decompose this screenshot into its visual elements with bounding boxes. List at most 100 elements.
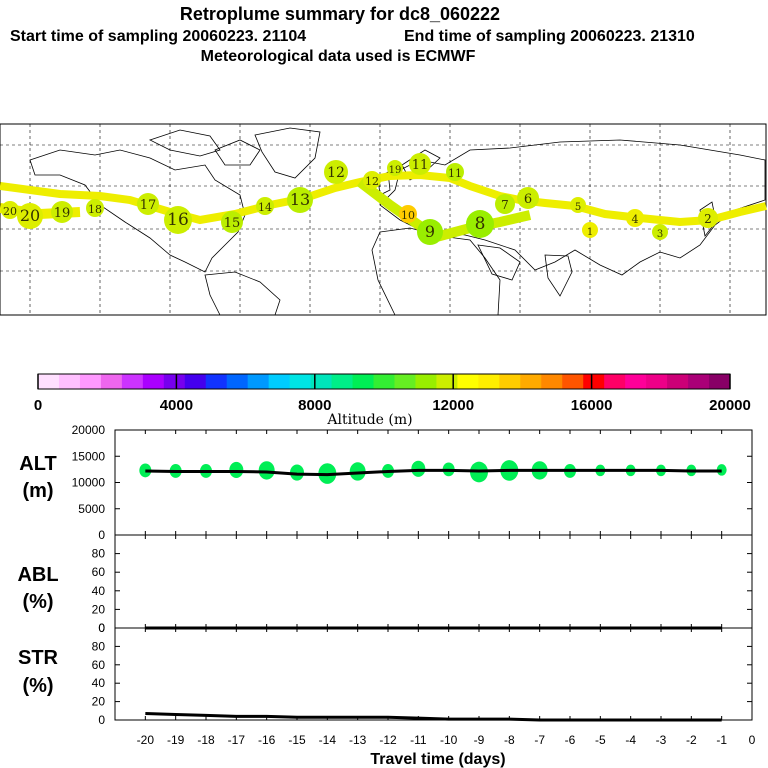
colorbar-swatch-2 [79,374,102,389]
colorbar-swatch-7 [184,374,207,389]
xtick-label-20: 0 [749,733,756,747]
colorbar-tick-label-3: 12000 [432,397,474,414]
trajectory-marker-label-2: 19 [54,206,71,221]
alt-dot-9 [411,460,426,477]
trajectory-marker-22 [582,222,598,238]
colorbar-swatch-26 [583,374,605,389]
colorbar-swatch-27 [604,374,626,389]
trajectory-marker-11 [409,153,431,175]
xtick-label-0: -20 [137,733,155,747]
ytick-label-alt-3: 5000 [78,502,105,516]
colorbar-tick-label-0: 0 [34,397,42,414]
trajectory-marker-label-3: 18 [88,203,102,216]
colorbar-swatch-30 [667,374,689,389]
xtick-label-12: -8 [504,733,515,747]
colorbar-label: Altitude (m) [326,412,412,428]
panel-ylabel-alt-0: ALT [19,453,56,475]
ytick-label-str-0: 0 [98,621,105,635]
trajectory-marker-label-14: 9 [425,222,435,241]
colorbar-swatch-31 [688,374,710,389]
trajectory-marker-label-11: 11 [412,158,429,173]
colorbar-swatch-28 [625,374,647,389]
ytick-label-abl-0: 80 [92,547,106,561]
trajectory-marker-10 [363,171,381,189]
trajectory-marker-17 [517,187,539,209]
xtick-label-5: -15 [288,733,306,747]
xtick-label-1: -19 [167,733,185,747]
time-series-panels: 20000 15000 10000 5000 0 ALT (m) 80 60 40 20 0 ABL (%… [17,423,755,768]
xtick-label-8: -12 [379,733,397,747]
trajectory-marker-2 [51,201,73,223]
trajectory-marker-label-4: 17 [140,198,157,213]
colorbar-swatch-32 [709,374,731,389]
trajectory-marker-label-20: 3 [657,229,663,240]
trajectory-marker-label-21: 2 [704,212,712,226]
trajectory-marker-1 [17,203,43,229]
trajectory-marker-label-23: 19 [389,165,402,176]
trajectory-marker-23 [387,160,403,176]
figure-title: Retroplume summary for dc8_060222 [180,4,500,24]
xtick-label-13: -7 [534,733,545,747]
colorbar-swatch-9 [226,374,249,389]
colorbar-swatch-21 [478,374,500,389]
panel-frame-str [114,627,753,721]
colorbar-swatch-3 [100,374,123,389]
xtick-label-14: -6 [565,733,576,747]
trajectory-marker-label-18: 5 [575,202,581,213]
trajectory-marker-14 [417,219,443,245]
colorbar-swatch-5 [142,374,165,389]
panel-ylabel-abl-0: ABL [17,564,58,586]
altitude-colorbar [37,373,731,390]
panel-ylabel-alt-1: (m) [22,480,53,502]
trajectory-marker-4 [137,193,159,215]
colorbar-swatch-15 [352,374,375,389]
series-line-str [145,712,722,722]
end-time: End time of sampling 20060223. 21310 [404,28,695,45]
colorbar-swatch-16 [373,374,395,389]
trajectory-marker-label-8: 13 [290,190,310,209]
series-line-alt [145,468,722,477]
colorbar-tick-label-5: 20000 [709,397,751,414]
ytick-label-alt-4: 0 [98,528,105,542]
xtick-label-16: -4 [625,733,636,747]
xtick-label-10: -10 [440,733,458,747]
alt-dot-0 [139,463,152,478]
trajectory-marker-19 [626,209,644,227]
xtick-label-18: -2 [686,733,697,747]
trajectory-marker-label-7: 14 [258,201,272,214]
trajectory-marker-label-1: 20 [20,206,40,225]
ytick-label-str-4: 20 [92,695,106,709]
ytick-label-str-2: 60 [92,658,106,672]
colorbar-swatch-24 [541,374,563,389]
ytick-label-abl-3: 20 [92,602,106,616]
trajectory-marker-3 [86,199,104,217]
trajectory-marker-label-16: 7 [501,198,509,212]
colorbar-tick-label-1: 4000 [160,397,193,414]
colorbar-tick-label-4: 16000 [571,397,613,414]
trajectory-marker-6 [221,211,243,233]
ytick-label-str-3: 40 [92,676,106,690]
xtick-label-9: -11 [410,733,427,747]
trajectory-marker-label-13: 10 [401,209,415,222]
alt-dot-5 [290,464,304,481]
colorbar-swatch-6 [163,374,186,389]
alt-dot-7 [349,462,366,481]
colorbar-swatch-23 [520,374,542,389]
map-graticule [0,124,766,315]
trajectory-marker-8 [287,187,313,213]
xaxis-title: Travel time (days) [370,751,505,768]
ytick-label-abl-2: 40 [92,584,106,598]
ytick-label-abl-4: 0 [98,621,105,635]
panel-frame-alt [114,429,753,536]
trajectory-marker-7 [256,197,274,215]
panel-ylabel-str-1: (%) [22,675,53,697]
trajectory-marker-label-17: 6 [524,192,532,207]
trajectory-marker-label-9: 12 [327,165,345,181]
trajectory-marker-5 [164,206,192,234]
trajectory-marker-21 [698,208,718,228]
colorbar-swatch-19 [436,374,458,389]
trajectory-marker-15 [466,210,494,238]
colorbar-swatch-25 [562,374,584,389]
ytick-label-abl-1: 60 [92,565,106,579]
